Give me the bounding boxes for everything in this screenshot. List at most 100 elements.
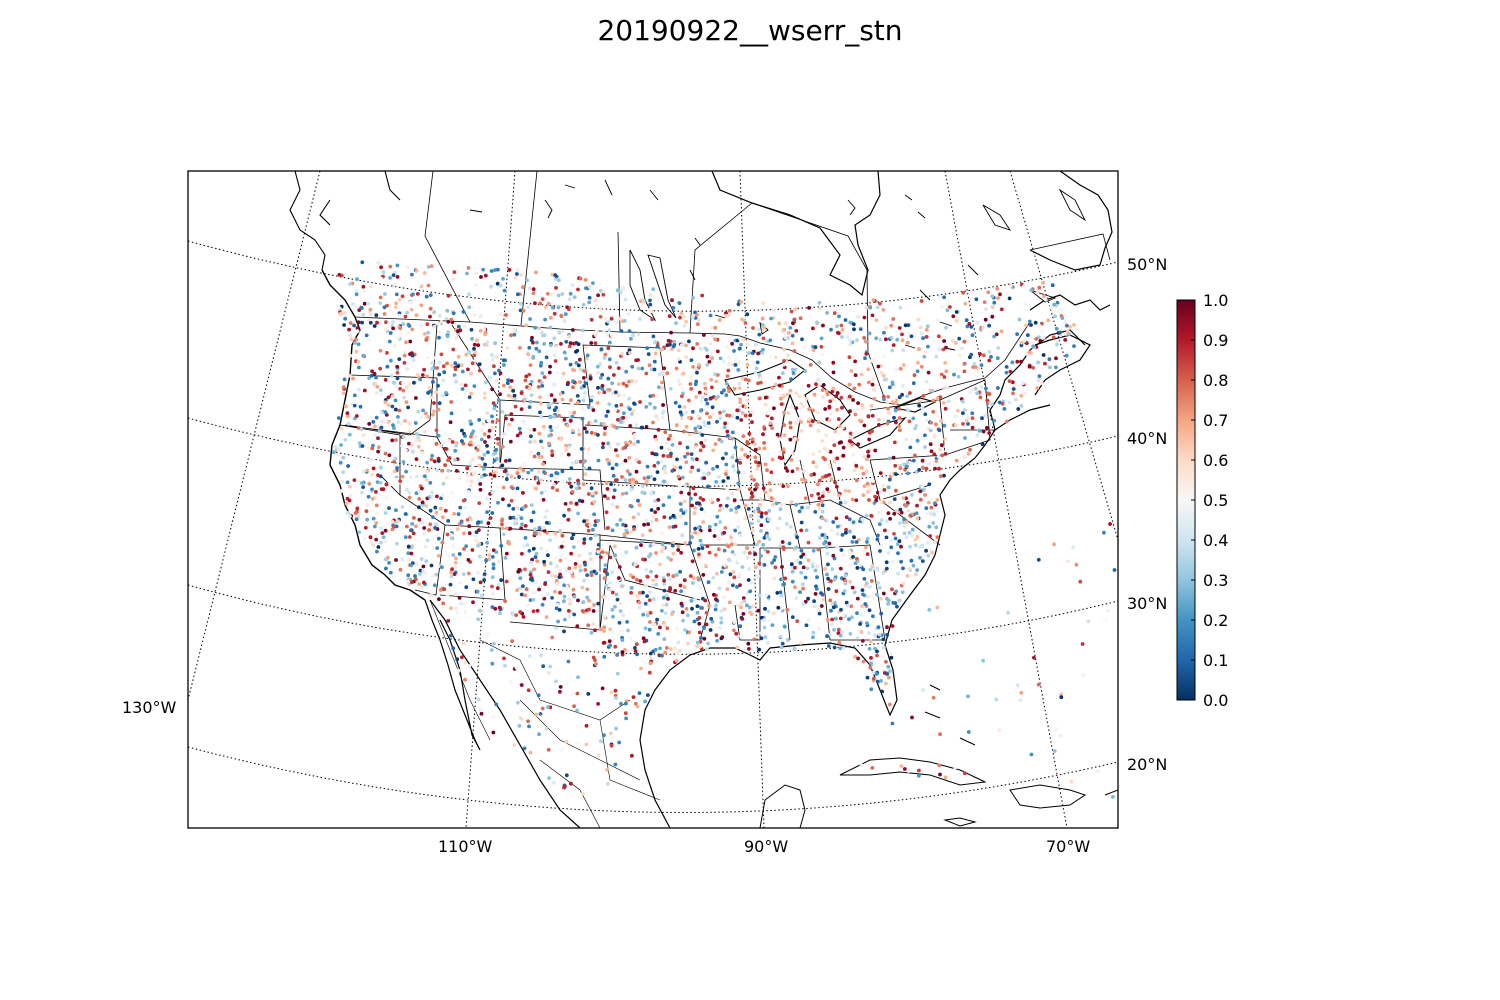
station-point — [773, 355, 778, 360]
station-point — [869, 687, 874, 692]
station-point — [817, 300, 822, 305]
station-point — [605, 332, 609, 336]
station-point — [508, 385, 512, 390]
station-point — [763, 395, 768, 400]
station-point — [938, 474, 943, 479]
station-point — [550, 449, 554, 454]
station-point — [863, 356, 867, 361]
station-point — [537, 531, 542, 536]
station-point — [662, 578, 666, 583]
station-point — [811, 561, 815, 566]
station-point — [373, 524, 377, 529]
station-point — [381, 419, 386, 423]
station-point — [387, 506, 391, 510]
station-point — [895, 337, 900, 342]
station-point — [529, 560, 534, 565]
station-point — [918, 555, 922, 560]
station-point — [611, 495, 616, 500]
station-point — [575, 348, 580, 353]
station-point — [621, 522, 625, 527]
station-point — [508, 680, 513, 684]
station-point — [821, 597, 826, 602]
station-point — [604, 510, 609, 515]
station-point — [961, 411, 965, 415]
station-point — [613, 390, 618, 395]
station-point — [702, 333, 706, 337]
station-point — [527, 372, 532, 377]
station-point — [613, 604, 617, 609]
station-point — [941, 347, 946, 352]
station-point — [629, 487, 634, 492]
station-point — [749, 580, 754, 585]
station-point — [369, 284, 374, 289]
station-point — [461, 572, 466, 576]
station-point — [826, 562, 830, 567]
station-point — [566, 380, 570, 385]
station-point — [746, 641, 751, 646]
station-point — [689, 496, 693, 501]
station-point — [926, 553, 931, 558]
station-point — [446, 619, 451, 623]
station-point — [743, 321, 748, 325]
station-point — [482, 467, 486, 471]
station-point — [538, 712, 543, 716]
station-point — [870, 413, 875, 418]
station-point — [705, 647, 709, 652]
station-point — [482, 391, 487, 396]
station-point — [840, 327, 845, 332]
station-point — [981, 658, 985, 663]
station-point — [554, 679, 558, 684]
station-point — [688, 382, 693, 386]
station-point — [469, 391, 474, 396]
station-point — [651, 542, 656, 547]
station-point — [398, 386, 402, 391]
station-point — [793, 367, 798, 372]
station-point — [636, 512, 641, 516]
station-point — [606, 496, 610, 501]
station-point — [526, 719, 530, 724]
station-point — [608, 587, 612, 592]
station-point — [911, 563, 916, 568]
station-point — [562, 319, 567, 324]
station-point — [664, 646, 669, 650]
station-point — [781, 447, 786, 451]
station-point — [919, 331, 924, 335]
station-point — [510, 611, 515, 615]
station-point — [740, 447, 744, 452]
station-point — [772, 406, 776, 411]
station-point — [591, 408, 596, 412]
station-point — [730, 491, 735, 496]
station-point — [780, 565, 784, 569]
station-point — [633, 646, 637, 650]
station-point — [1041, 335, 1046, 340]
station-point — [430, 453, 434, 458]
station-point — [735, 458, 739, 463]
station-point — [871, 676, 876, 681]
station-point — [589, 430, 594, 435]
station-point — [942, 339, 946, 343]
station-point — [1019, 393, 1024, 398]
station-point — [1029, 288, 1034, 293]
station-point — [620, 475, 624, 479]
station-point — [662, 588, 667, 593]
station-point — [462, 547, 466, 551]
station-point — [708, 341, 713, 346]
station-point — [341, 385, 346, 390]
station-point — [414, 457, 419, 461]
station-point — [579, 385, 584, 390]
station-point — [645, 613, 650, 618]
station-point — [466, 266, 471, 270]
station-point — [583, 278, 588, 282]
station-point — [690, 606, 694, 611]
station-point — [609, 333, 614, 338]
station-point — [668, 386, 673, 391]
station-point — [456, 512, 461, 516]
station-point — [482, 473, 487, 477]
station-point — [883, 528, 887, 533]
station-point — [535, 608, 540, 613]
station-point — [697, 552, 701, 557]
station-point — [443, 431, 448, 435]
station-point — [884, 337, 888, 342]
station-point — [735, 408, 740, 413]
station-point — [536, 406, 540, 411]
